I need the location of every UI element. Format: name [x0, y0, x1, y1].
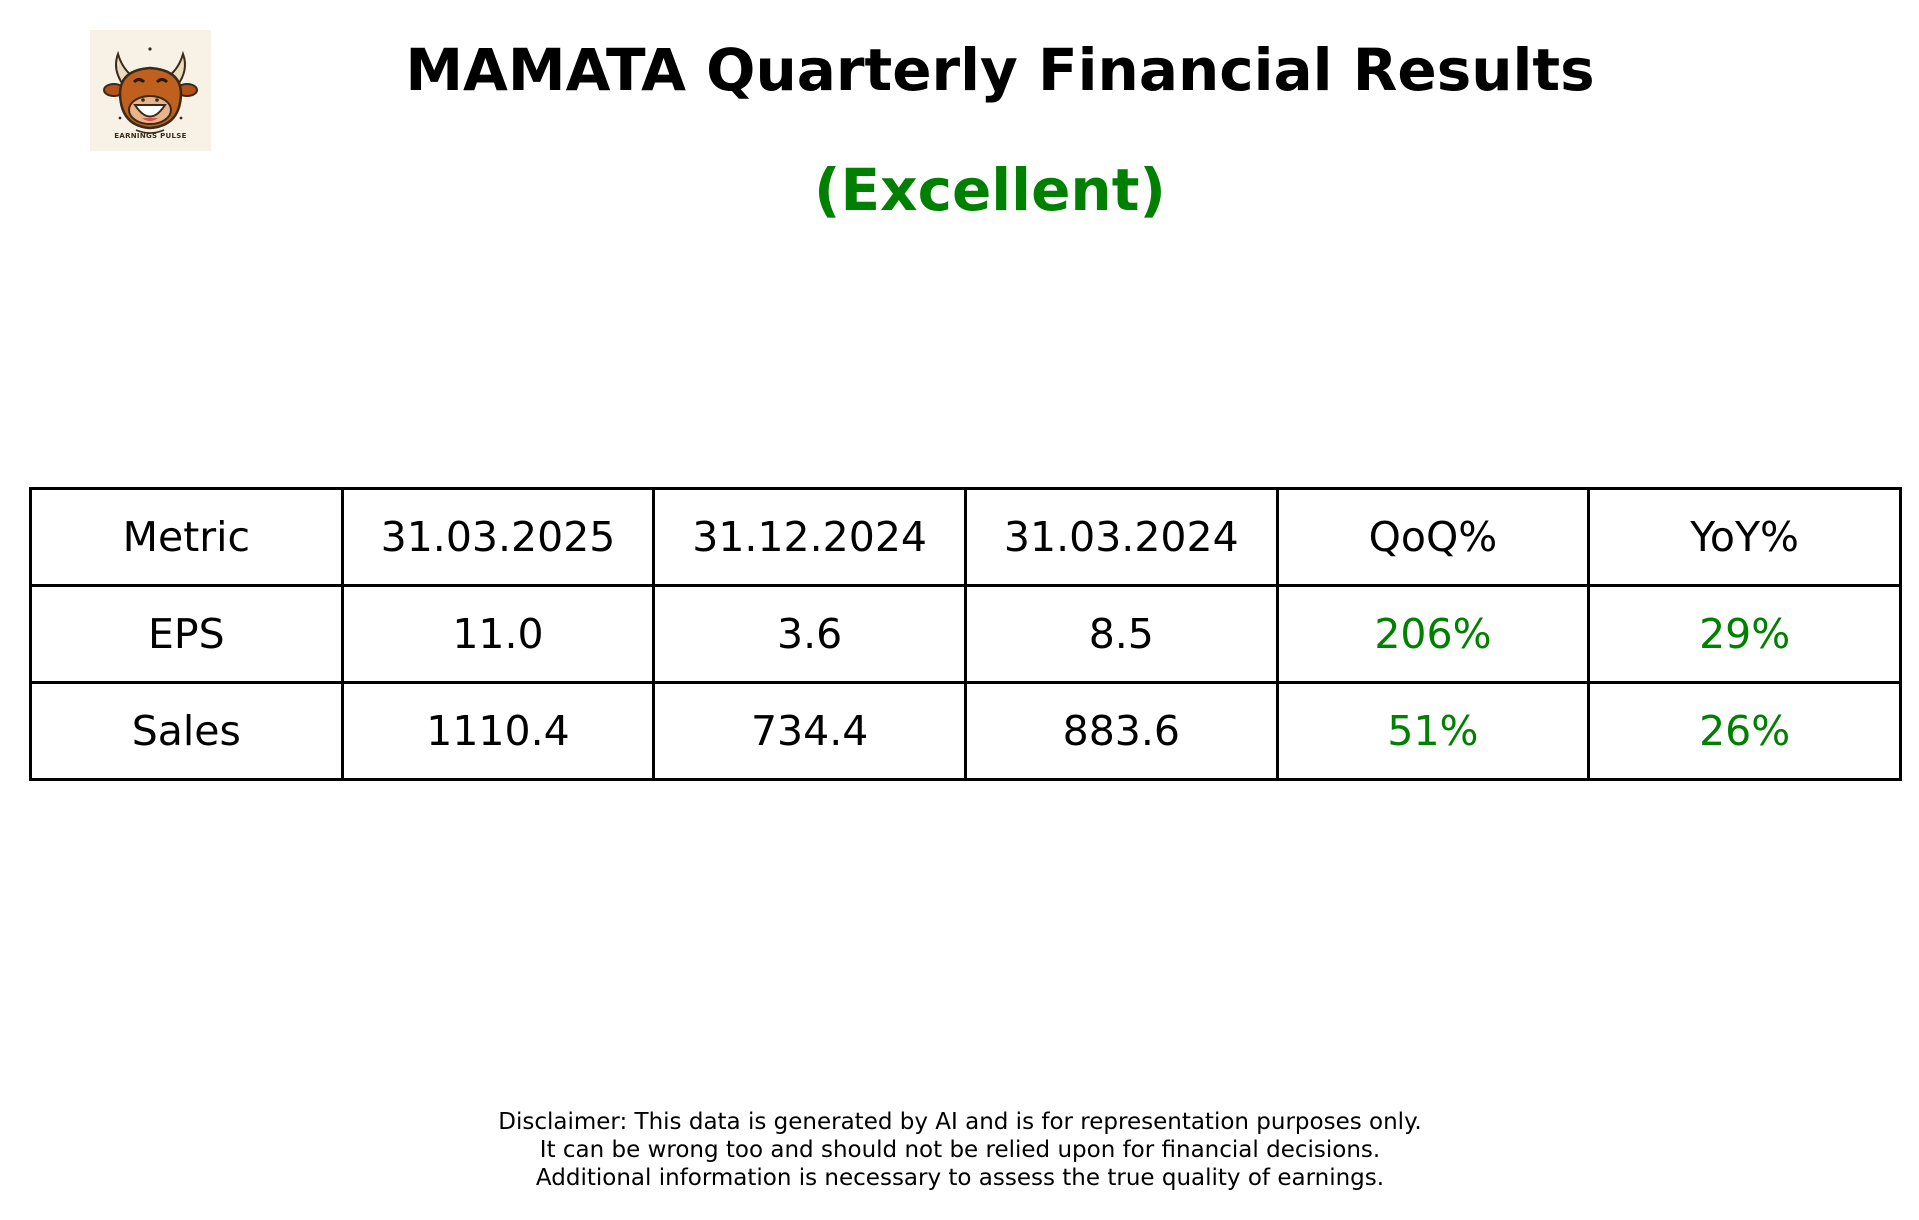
sales-year-ago: 883.6: [963, 681, 1279, 781]
header-current-quarter: 31.03.2025: [340, 487, 656, 587]
table-row-eps: EPS 11.0 3.6 8.5 206% 29%: [29, 584, 1902, 684]
eps-previous: 3.6: [652, 584, 967, 684]
sales-current: 1110.4: [340, 681, 656, 781]
disclaimer-line: Additional information is necessary to a…: [535, 1165, 1385, 1191]
laughing-bull-icon: [103, 47, 198, 134]
header-year-ago-quarter: 31.03.2024: [963, 487, 1279, 587]
eps-current: 11.0: [340, 584, 656, 684]
page-title: MAMATA Quarterly Financial Results: [405, 36, 1595, 104]
earnings-pulse-logo: EARNINGS PULSE: [90, 30, 211, 151]
sales-metric: Sales: [29, 681, 344, 781]
header-metric: Metric: [29, 487, 344, 587]
logo-text: EARNINGS PULSE: [114, 132, 187, 140]
disclaimer-line: Disclaimer: This data is generated by AI…: [498, 1109, 1422, 1135]
header-yoy: YoY%: [1587, 487, 1902, 587]
eps-qoq: 206%: [1275, 584, 1591, 684]
table-row-sales: Sales 1110.4 734.4 883.6 51% 26%: [29, 681, 1902, 781]
eps-year-ago: 8.5: [963, 584, 1279, 684]
table-header-row: Metric 31.03.2025 31.12.2024 31.03.2024 …: [29, 487, 1902, 587]
sales-previous: 734.4: [652, 681, 967, 781]
rating-label: (Excellent): [814, 156, 1166, 224]
header-qoq: QoQ%: [1275, 487, 1591, 587]
eps-metric: EPS: [29, 584, 344, 684]
eps-yoy: 29%: [1587, 584, 1902, 684]
disclaimer: Disclaimer: This data is generated by AI…: [300, 1108, 1620, 1192]
sales-yoy: 26%: [1587, 681, 1902, 781]
results-table: Metric 31.03.2025 31.12.2024 31.03.2024 …: [29, 487, 1902, 781]
disclaimer-line: It can be wrong too and should not be re…: [539, 1137, 1381, 1163]
sales-qoq: 51%: [1275, 681, 1591, 781]
header-previous-quarter: 31.12.2024: [652, 487, 967, 587]
